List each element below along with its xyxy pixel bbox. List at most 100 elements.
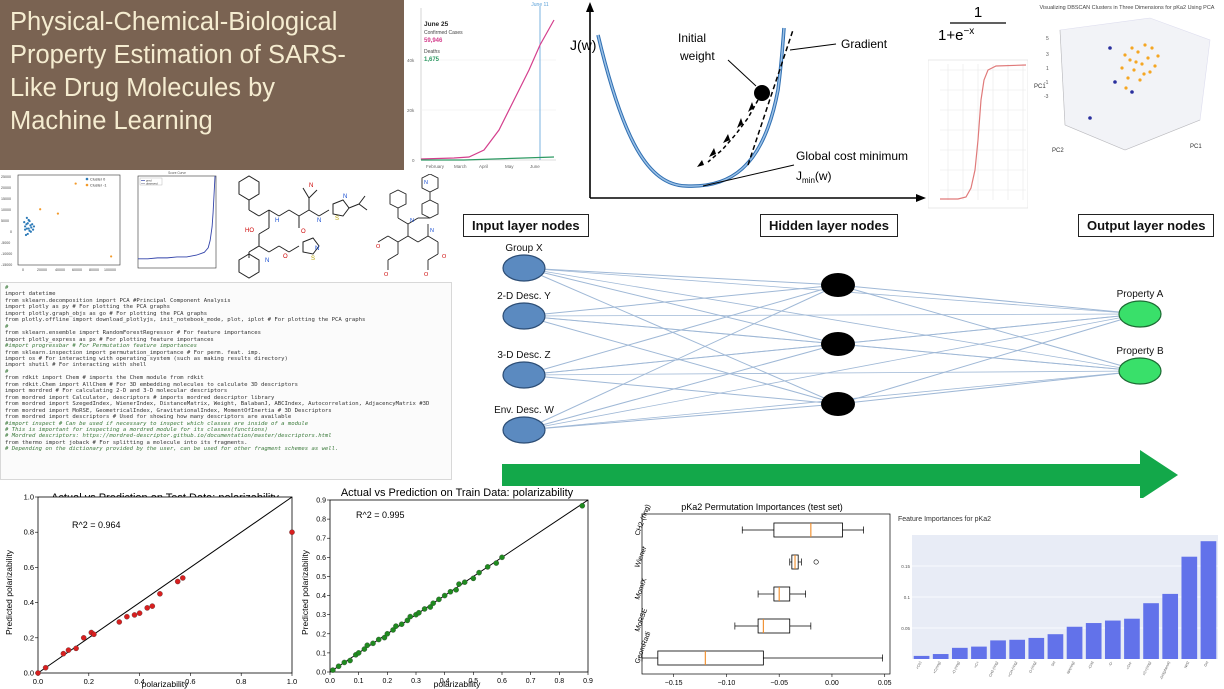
covid-xtick: March	[454, 164, 467, 169]
cluster-point	[32, 225, 36, 228]
covid-confirmed-line	[420, 19, 555, 160]
svg-text:O: O	[376, 244, 381, 250]
covid-ytick: 20k	[407, 108, 415, 113]
small-line-series	[138, 175, 216, 260]
pca-axis-pc3: PC1	[1190, 144, 1202, 150]
network-edge	[523, 313, 1141, 431]
title-line-3: Like Drug Molecules by	[10, 74, 276, 102]
covid-deaths-label: Deaths	[424, 49, 440, 55]
output-node-label: Property B	[1116, 346, 1164, 357]
sigmoid-panel: 1 1+e−x	[927, 0, 1029, 210]
feat-plot-title: Feature Importances for pKa2	[898, 516, 991, 523]
x-tick-label: 0.6	[185, 677, 195, 686]
scatter-point	[42, 664, 49, 671]
scatter-point	[375, 636, 382, 643]
covid-confirmed-value: 59,946	[424, 38, 443, 44]
network-edge	[523, 370, 1141, 376]
cluster-point	[56, 212, 60, 215]
y-tick-label: 1.0	[24, 493, 34, 502]
scatter-point	[149, 603, 156, 609]
scatter-point	[355, 650, 362, 656]
train-prediction-plot: Actual vs Prediction on Train Data: pola…	[300, 487, 593, 689]
feature-bar	[932, 654, 949, 659]
title-line-4: Machine Learning	[10, 107, 213, 135]
y-tick-label: 0.6	[24, 563, 34, 572]
scatter-point	[144, 605, 150, 611]
small-scatter-xtick: 20000	[37, 268, 47, 272]
svg-text:N: N	[424, 180, 428, 186]
network-edge	[837, 313, 1141, 345]
code-line: # This is important for inspecting a mor…	[5, 426, 268, 433]
feature-bar	[1085, 623, 1102, 659]
feature-importance-plot: Feature Importances for pKa2 0.05 0.1 0.15…	[898, 516, 1218, 681]
code-line: import shutil # For interacting with she…	[5, 362, 147, 369]
scatter-point	[341, 659, 348, 666]
scatter-point	[579, 502, 586, 509]
pca-axis-pc2: PC2	[1052, 148, 1064, 154]
code-line: from mordred import SzegedIndex, WienerI…	[5, 401, 430, 408]
perm-x-tick: 0.00	[825, 680, 839, 687]
network-edge	[523, 284, 839, 317]
test-plot-ylabel: Predicted polarizability	[4, 549, 14, 635]
code-line: from sklearn.inspection import permutati…	[5, 349, 261, 356]
molecule-lopinavir: N N N O O O O	[376, 174, 447, 278]
feature-label: O-(ring)	[1028, 661, 1037, 674]
x-tick-label: 0.2	[84, 677, 94, 686]
feature-label: -OH(phenol)	[1159, 661, 1171, 681]
train-plot-r2: R^2 = 0.995	[356, 510, 405, 520]
svg-text:N: N	[343, 194, 347, 200]
feature-bar	[1047, 634, 1064, 659]
scatter-point	[157, 591, 163, 597]
code-line: import mordred # For calculating 2-D and…	[5, 388, 228, 395]
scatter-point	[461, 579, 468, 585]
scatter-point	[361, 646, 368, 652]
x-tick-label: 0.8	[236, 677, 246, 686]
network-edge	[523, 267, 839, 286]
svg-text:O: O	[424, 272, 429, 278]
scatter-point	[436, 596, 442, 603]
svg-text:O: O	[384, 272, 389, 278]
input-node-label: Env. Desc. W	[494, 405, 554, 416]
feature-bar	[1009, 639, 1026, 659]
y-tick-label: 0.0	[316, 670, 326, 677]
pca-3d-plot: Visualizing DBSCAN Clusters in Three Dim…	[1030, 0, 1224, 170]
cluster-point	[23, 225, 27, 228]
pca-noise-points	[1088, 46, 1134, 120]
scatter-point	[470, 575, 477, 582]
sigmoid-numerator: 1	[974, 4, 982, 21]
network-edge	[523, 313, 1141, 317]
svg-text:O: O	[283, 254, 288, 260]
code-line: #	[5, 323, 9, 330]
code-line: #	[5, 368, 9, 375]
output-node	[1118, 300, 1162, 328]
scatter-point	[381, 634, 388, 641]
cluster-point	[23, 221, 26, 224]
scatter-point	[447, 588, 454, 595]
sigmoid-denominator: 1+e−x	[938, 26, 974, 44]
scatter-point	[91, 631, 97, 638]
scatter-point	[180, 575, 186, 581]
neural-network: Group X 2-D Desc. Y 3-D Desc. Z Env. Desc. …	[494, 243, 1178, 498]
svg-text:O: O	[301, 229, 306, 235]
scatter-point	[335, 663, 342, 670]
code-line: from sklearn.decomposition import PCA #P…	[5, 297, 231, 304]
scatter-point	[430, 600, 436, 606]
covid-chart: June 11 June 25 Confirmed Cases 59,946 D…	[404, 0, 564, 172]
scatter-point	[453, 587, 459, 593]
gradient-label: Gradient	[841, 37, 888, 51]
feature-bar	[951, 647, 968, 659]
covid-xtick: April	[479, 164, 488, 169]
scatter-point	[289, 529, 295, 535]
covid-ytick: 40k	[407, 58, 415, 63]
code-line: from mordred import Calculator, descript…	[5, 394, 275, 401]
permutation-importance-plot: pKa2 Permutation Importances (test set) …	[634, 502, 891, 687]
pca-axis-pc1: PC1	[1034, 84, 1046, 90]
scatter-point	[441, 592, 448, 599]
svg-text:S: S	[335, 216, 339, 222]
svg-text:O: O	[442, 254, 447, 260]
feature-label: =CH-(ring)	[1007, 661, 1018, 678]
small-scatter-ytick: 15000	[1, 197, 11, 201]
scatter-point	[393, 623, 399, 629]
network-edge	[523, 403, 839, 431]
scatter-point	[407, 613, 414, 620]
